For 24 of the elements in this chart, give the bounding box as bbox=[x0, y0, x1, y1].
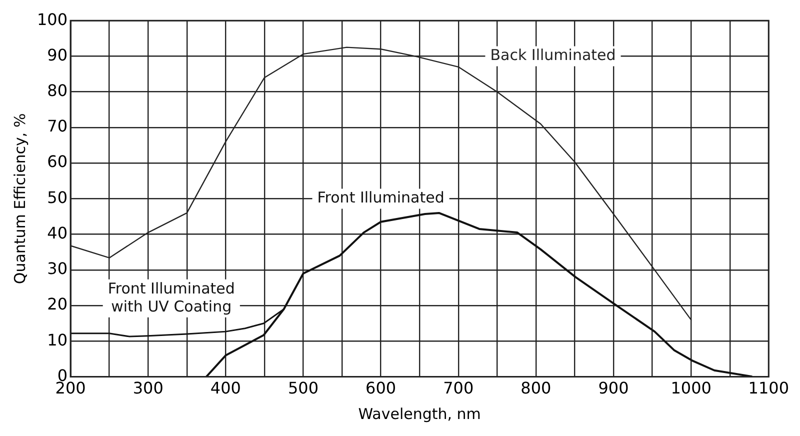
series-label: Front Illuminated with UV Coating bbox=[108, 279, 235, 316]
x-tick-label: 600 bbox=[366, 378, 396, 398]
y-axis-title: Quantum Efficiency, % bbox=[10, 113, 29, 284]
y-tick-label: 90 bbox=[47, 45, 68, 64]
x-tick-label: 400 bbox=[210, 378, 241, 398]
y-tick-label: 40 bbox=[47, 223, 68, 242]
x-tick-label: 800 bbox=[520, 378, 552, 398]
y-tick-label: 100 bbox=[36, 10, 68, 29]
y-tick-label: 20 bbox=[47, 294, 68, 314]
x-tick-label: 1100 bbox=[748, 378, 789, 398]
y-tick-label: 80 bbox=[47, 80, 68, 100]
x-axis-title: Wavelength, nm bbox=[358, 404, 481, 423]
x-tick-label: 900 bbox=[598, 378, 629, 398]
x-tick-label: 300 bbox=[132, 378, 164, 398]
y-tick-label: 10 bbox=[47, 330, 68, 350]
y-tick-label: 60 bbox=[47, 152, 68, 172]
x-tick-label: 700 bbox=[443, 378, 474, 398]
y-tick-label: 30 bbox=[47, 259, 68, 278]
y-tick-label: 70 bbox=[47, 116, 68, 136]
y-tick-label: 50 bbox=[47, 188, 68, 207]
x-tick-label: 500 bbox=[288, 378, 319, 398]
series-label: Front Illuminated bbox=[317, 188, 444, 207]
x-tick-label: 1000 bbox=[670, 378, 712, 398]
series-label: Back Illuminated bbox=[490, 46, 616, 64]
